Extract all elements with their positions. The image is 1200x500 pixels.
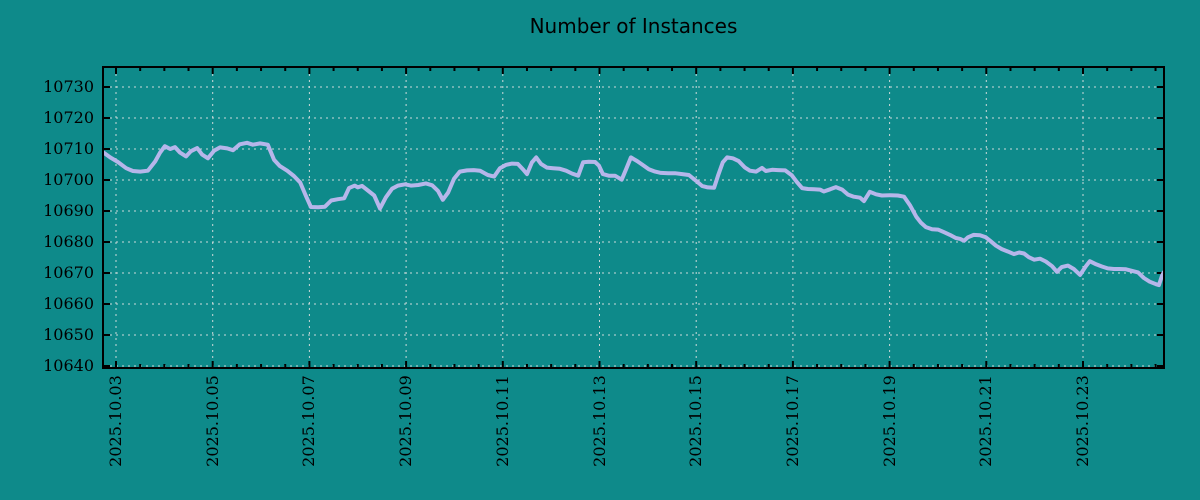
x-tick-label: 2025.10.07 <box>299 375 319 467</box>
y-tick-label: 10710 <box>43 139 94 158</box>
x-tick-label: 2025.10.23 <box>1073 375 1092 467</box>
y-tick-label: 10660 <box>43 294 94 313</box>
x-tick-label: 2025.10.05 <box>202 375 222 467</box>
x-tick-label: 2025.10.17 <box>782 375 802 467</box>
y-tick-label: 10730 <box>43 77 94 96</box>
y-tick-label: 10670 <box>43 263 94 282</box>
x-tick-label: 2025.10.09 <box>396 375 416 467</box>
chart-title: Number of Instances <box>529 14 738 38</box>
y-tick-label: 10720 <box>43 108 94 127</box>
x-tick-label: 2025.10.15 <box>686 375 706 467</box>
plot-border <box>102 66 1165 369</box>
y-tick-label: 10690 <box>43 201 94 220</box>
y-tick-label: 10680 <box>43 232 94 251</box>
y-tick-label: 10640 <box>43 356 94 375</box>
y-tick-label: 10700 <box>43 170 94 189</box>
x-tick-label: 2025.10.03 <box>106 375 125 467</box>
x-tick-label: 2025.10.19 <box>879 375 899 467</box>
series-line-instances <box>103 140 1164 288</box>
x-tick-label: 2025.10.21 <box>976 375 996 467</box>
x-tick-label: 2025.10.11 <box>492 375 512 467</box>
y-tick-label: 10650 <box>43 325 94 344</box>
x-tick-label: 2025.10.13 <box>589 375 609 467</box>
